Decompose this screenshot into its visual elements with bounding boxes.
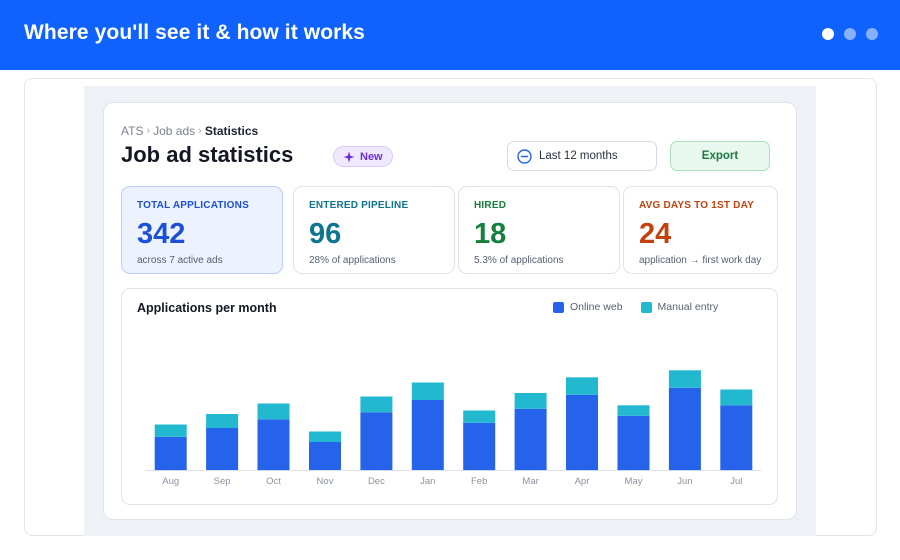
bar-manual-jul[interactable]: [720, 389, 753, 406]
chart-legend: Online web Manual entry: [553, 301, 718, 313]
kpi-subtext: 5.3% of applications: [474, 255, 564, 266]
bar-manual-mar[interactable]: [514, 393, 547, 409]
x-tick-label: Mar: [522, 476, 538, 487]
carousel-dot-3[interactable]: [866, 28, 878, 40]
sparkle-icon: [343, 151, 355, 162]
x-tick-label: Aug: [162, 476, 179, 487]
x-tick-label: Jul: [730, 476, 742, 487]
kpi-value: 18: [474, 218, 507, 250]
chart-title: Applications per month: [137, 301, 277, 315]
carousel-dots: [822, 28, 878, 40]
bar-online-apr[interactable]: [566, 394, 598, 471]
carousel-dot-1[interactable]: [822, 28, 834, 40]
bar-online-nov[interactable]: [309, 442, 341, 470]
bar-manual-aug[interactable]: [154, 424, 187, 437]
breadcrumb: ATS › Job ads › Statistics: [121, 124, 258, 138]
new-badge-label: New: [360, 150, 383, 163]
bar-online-jul[interactable]: [720, 405, 753, 471]
bar-online-sep[interactable]: [206, 428, 239, 470]
kpi-label: AVG DAYS TO 1ST DAY: [639, 200, 754, 211]
carousel-dot-2[interactable]: [844, 28, 856, 40]
x-tick-label: Sep: [214, 476, 231, 487]
kpi-value: 96: [309, 218, 342, 250]
x-tick-label: Oct: [266, 476, 281, 487]
kpi-subtext: application → first work day: [639, 255, 762, 266]
legend-swatch-online: [553, 301, 564, 313]
kpi-label: HIRED: [474, 200, 507, 211]
bar-online-mar[interactable]: [514, 408, 547, 471]
x-tick-label: Apr: [575, 476, 590, 487]
x-tick-label: Jun: [677, 476, 692, 487]
bar-manual-apr[interactable]: [566, 377, 598, 395]
bar-online-aug[interactable]: [154, 436, 187, 471]
period-select[interactable]: Last 12 months: [507, 141, 657, 171]
bar-online-jan[interactable]: [411, 400, 444, 470]
x-tick-label: Jan: [420, 476, 435, 487]
legend-label-online: Online web: [570, 301, 623, 313]
x-tick-label: Dec: [368, 476, 385, 487]
bar-online-jun[interactable]: [668, 387, 701, 471]
bar-manual-jan[interactable]: [411, 382, 444, 401]
bar-online-may[interactable]: [617, 415, 650, 471]
new-badge: New: [333, 146, 393, 167]
kpi-avg-days[interactable]: AVG DAYS TO 1ST DAY 24 application → fir…: [623, 186, 778, 274]
x-tick-label: Feb: [471, 476, 487, 487]
header-banner: Where you'll see it & how it works: [0, 0, 900, 70]
minus-circle-icon: [517, 148, 532, 164]
bar-manual-oct[interactable]: [257, 403, 290, 420]
kpi-value: 342: [137, 218, 186, 250]
kpi-total-applications[interactable]: TOTAL APPLICATIONS 342 across 7 active a…: [121, 186, 283, 274]
kpi-entered-pipeline[interactable]: ENTERED PIPELINE 96 28% of applications: [293, 186, 455, 274]
breadcrumb-ats[interactable]: ATS: [121, 124, 144, 138]
bar-online-oct[interactable]: [257, 419, 290, 471]
kpi-label: ENTERED PIPELINE: [309, 200, 409, 211]
legend-swatch-manual: [640, 301, 652, 313]
bar-manual-may[interactable]: [617, 405, 650, 416]
x-tick-label: Nov: [317, 476, 334, 487]
banner-title: Where you'll see it & how it works: [24, 21, 365, 44]
breadcrumb-separator-icon: ›: [146, 125, 151, 137]
kpi-hired[interactable]: HIRED 18 5.3% of applications: [458, 186, 620, 274]
bar-manual-dec[interactable]: [360, 396, 393, 413]
kpi-value: 24: [639, 218, 672, 250]
kpi-subtext: 28% of applications: [309, 255, 396, 266]
legend-item-online[interactable]: Online web: [553, 301, 623, 313]
kpi-label: TOTAL APPLICATIONS: [137, 200, 249, 211]
export-button[interactable]: Export: [670, 141, 770, 171]
breadcrumb-job-ads[interactable]: Job ads: [153, 124, 196, 138]
bar-manual-feb[interactable]: [463, 410, 496, 423]
legend-item-manual[interactable]: Manual entry: [640, 301, 719, 313]
bar-manual-jun[interactable]: [668, 370, 701, 388]
x-tick-label: May: [625, 476, 643, 487]
period-select-value: Last 12 months: [539, 150, 618, 162]
kpi-subtext: across 7 active ads: [137, 255, 223, 266]
bar-manual-sep[interactable]: [206, 414, 239, 428]
bar-online-dec[interactable]: [360, 412, 393, 471]
legend-label-manual: Manual entry: [657, 301, 719, 313]
breadcrumb-separator-icon: ›: [198, 125, 202, 137]
page-title: Job ad statistics: [121, 142, 294, 167]
bar-manual-nov[interactable]: [309, 431, 341, 443]
bar-online-feb[interactable]: [463, 422, 496, 471]
breadcrumb-current: Statistics: [204, 124, 259, 138]
